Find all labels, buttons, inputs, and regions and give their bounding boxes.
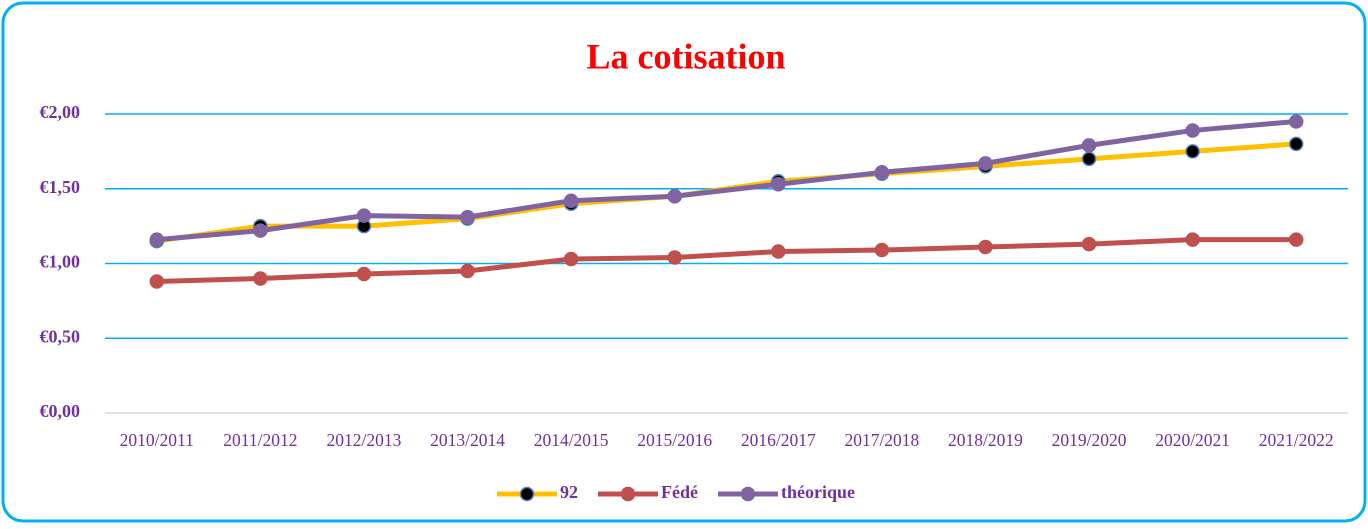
data-point	[1288, 114, 1304, 129]
data-point	[771, 177, 786, 192]
data-point	[149, 274, 165, 289]
data-point	[1288, 232, 1304, 247]
x-tick-label: 2017/2018	[844, 430, 919, 450]
data-point	[667, 250, 682, 265]
x-tick-label: 2019/2020	[1052, 430, 1127, 450]
data-point	[771, 244, 786, 259]
legend-marker	[519, 486, 535, 502]
x-tick-label: 2013/2014	[430, 430, 505, 450]
x-tick-label: 2014/2015	[534, 430, 609, 450]
x-tick-label: 2012/2013	[327, 430, 402, 450]
data-point	[978, 239, 993, 255]
series-line	[156, 237, 1297, 284]
data-point	[667, 188, 682, 204]
data-point	[253, 223, 268, 238]
x-tick-label: 2021/2022	[1259, 430, 1334, 450]
data-point	[563, 193, 579, 208]
y-tick-label: €2,00	[40, 102, 81, 122]
data-point	[460, 263, 475, 279]
series-line	[156, 118, 1297, 243]
data-point	[1185, 123, 1200, 138]
data-point	[1081, 151, 1097, 167]
legend-label: Fédé	[661, 482, 698, 502]
data-point	[1185, 232, 1200, 247]
data-point	[149, 232, 165, 247]
data-point	[356, 266, 372, 282]
data-point	[253, 271, 268, 286]
x-tick-label: 2018/2019	[948, 430, 1023, 450]
x-tick-label: 2016/2017	[741, 430, 816, 450]
data-point	[1288, 136, 1304, 152]
data-point	[874, 242, 890, 258]
data-point	[460, 209, 475, 225]
legend-marker	[740, 486, 756, 502]
data-point	[1081, 138, 1097, 153]
x-tick-label: 2011/2012	[223, 430, 297, 450]
data-point	[978, 156, 993, 171]
legend-marker	[620, 486, 636, 502]
data-point	[356, 208, 372, 223]
x-tick-label: 2020/2021	[1155, 430, 1230, 450]
y-tick-label: €0,00	[40, 401, 81, 421]
chart-title: La cotisation	[586, 36, 785, 76]
y-tick-label: €1,50	[40, 177, 81, 197]
data-point	[563, 251, 579, 267]
x-tick-label: 2010/2011	[120, 430, 194, 450]
x-tick-label: 2015/2016	[637, 430, 712, 450]
data-point	[874, 165, 890, 180]
y-tick-label: €0,50	[40, 326, 81, 346]
legend-label: 92	[560, 482, 578, 502]
data-point	[1081, 236, 1097, 252]
y-tick-label: €1,00	[40, 252, 81, 272]
data-point	[1185, 144, 1200, 159]
legend-label: théorique	[781, 482, 855, 502]
